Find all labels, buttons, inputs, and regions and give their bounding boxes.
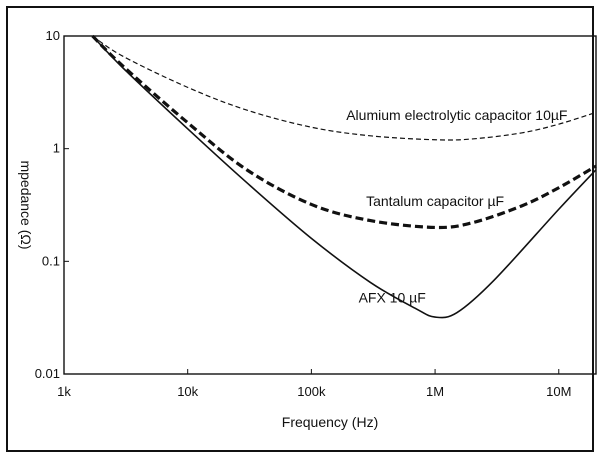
annotation-group: Alumium electrolytic capacitor 10µF Tanta… bbox=[346, 107, 567, 306]
curve-annotation-label: AFX 10 µF bbox=[359, 290, 426, 306]
x-tick-label: 100k bbox=[297, 384, 326, 399]
plot-area-frame bbox=[63, 35, 597, 375]
series-group bbox=[91, 34, 597, 319]
y-tick-label: 0.01 bbox=[35, 366, 60, 381]
x-tick-label: 10M bbox=[546, 384, 571, 399]
x-tick-label: 1M bbox=[426, 384, 444, 399]
curve-annotation-label: Alumium electrolytic capacitor 10µF bbox=[346, 107, 567, 123]
x-tick-group: 1k 10k 100k 1M 10M bbox=[57, 369, 571, 399]
series-line-2 bbox=[91, 34, 597, 230]
x-tick-label: 1k bbox=[57, 384, 71, 399]
y-tick-group: 10 1 0.1 0.01 bbox=[35, 28, 69, 381]
x-axis-label: Frequency (Hz) bbox=[282, 414, 378, 430]
series-line-3 bbox=[91, 35, 597, 319]
y-tick-label: 0.1 bbox=[42, 253, 60, 268]
y-tick-label: 10 bbox=[46, 28, 60, 43]
x-tick-label: 10k bbox=[177, 384, 198, 399]
y-tick-label: 1 bbox=[53, 141, 60, 156]
series-line-1 bbox=[92, 35, 597, 141]
y-axis-label: mpedance (Ω) bbox=[18, 160, 34, 249]
curve-annotation-label: Tantalum capacitor µF bbox=[366, 193, 504, 209]
